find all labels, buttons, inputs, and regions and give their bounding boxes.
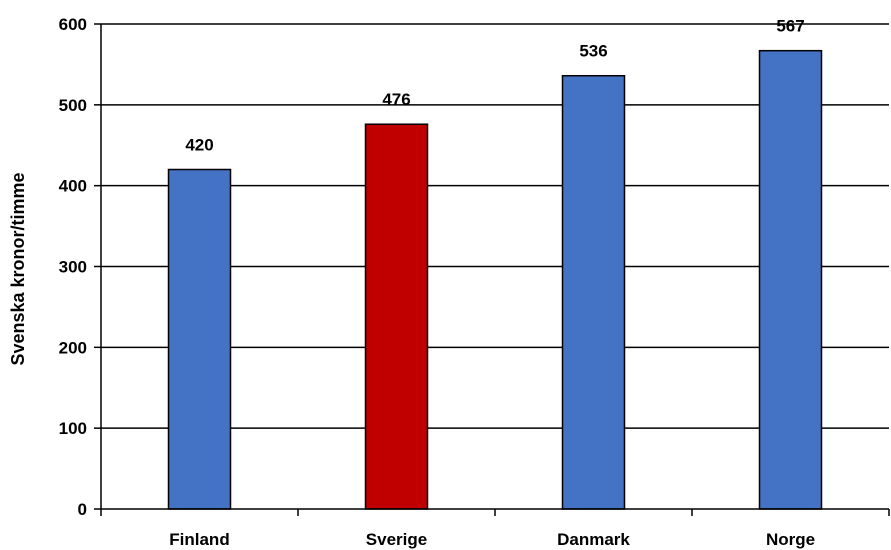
- y-tick-label: 0: [78, 500, 87, 519]
- data-label-norge: 567: [776, 17, 804, 36]
- gridlines: [101, 23, 889, 429]
- y-tick-label: 200: [59, 338, 87, 357]
- y-tick-label: 400: [59, 177, 87, 196]
- bar-danmark: [561, 74, 626, 510]
- bar-finland: [167, 168, 232, 510]
- labels: 0 100 200 300 400 500 600 420 Finland 476 Sverige 5…: [59, 15, 815, 549]
- x-category-label: Sverige: [366, 530, 427, 549]
- data-label-sverige: 476: [382, 90, 410, 109]
- y-tick-label: 600: [59, 15, 87, 34]
- data-label-danmark: 536: [579, 42, 607, 61]
- x-category-label: Finland: [169, 530, 229, 549]
- data-label-finland: 420: [185, 136, 213, 155]
- y-tick-label: 100: [59, 419, 87, 438]
- y-axis-title: Svenska kronor/timme: [8, 172, 28, 365]
- y-tick-label: 500: [59, 96, 87, 115]
- bar-norge: [758, 49, 823, 510]
- x-category-label: Norge: [766, 530, 815, 549]
- y-tick-label: 300: [59, 258, 87, 277]
- axes: [94, 23, 890, 516]
- bars: [167, 49, 823, 510]
- x-category-label: Danmark: [557, 530, 630, 549]
- bar-sverige: [364, 123, 429, 510]
